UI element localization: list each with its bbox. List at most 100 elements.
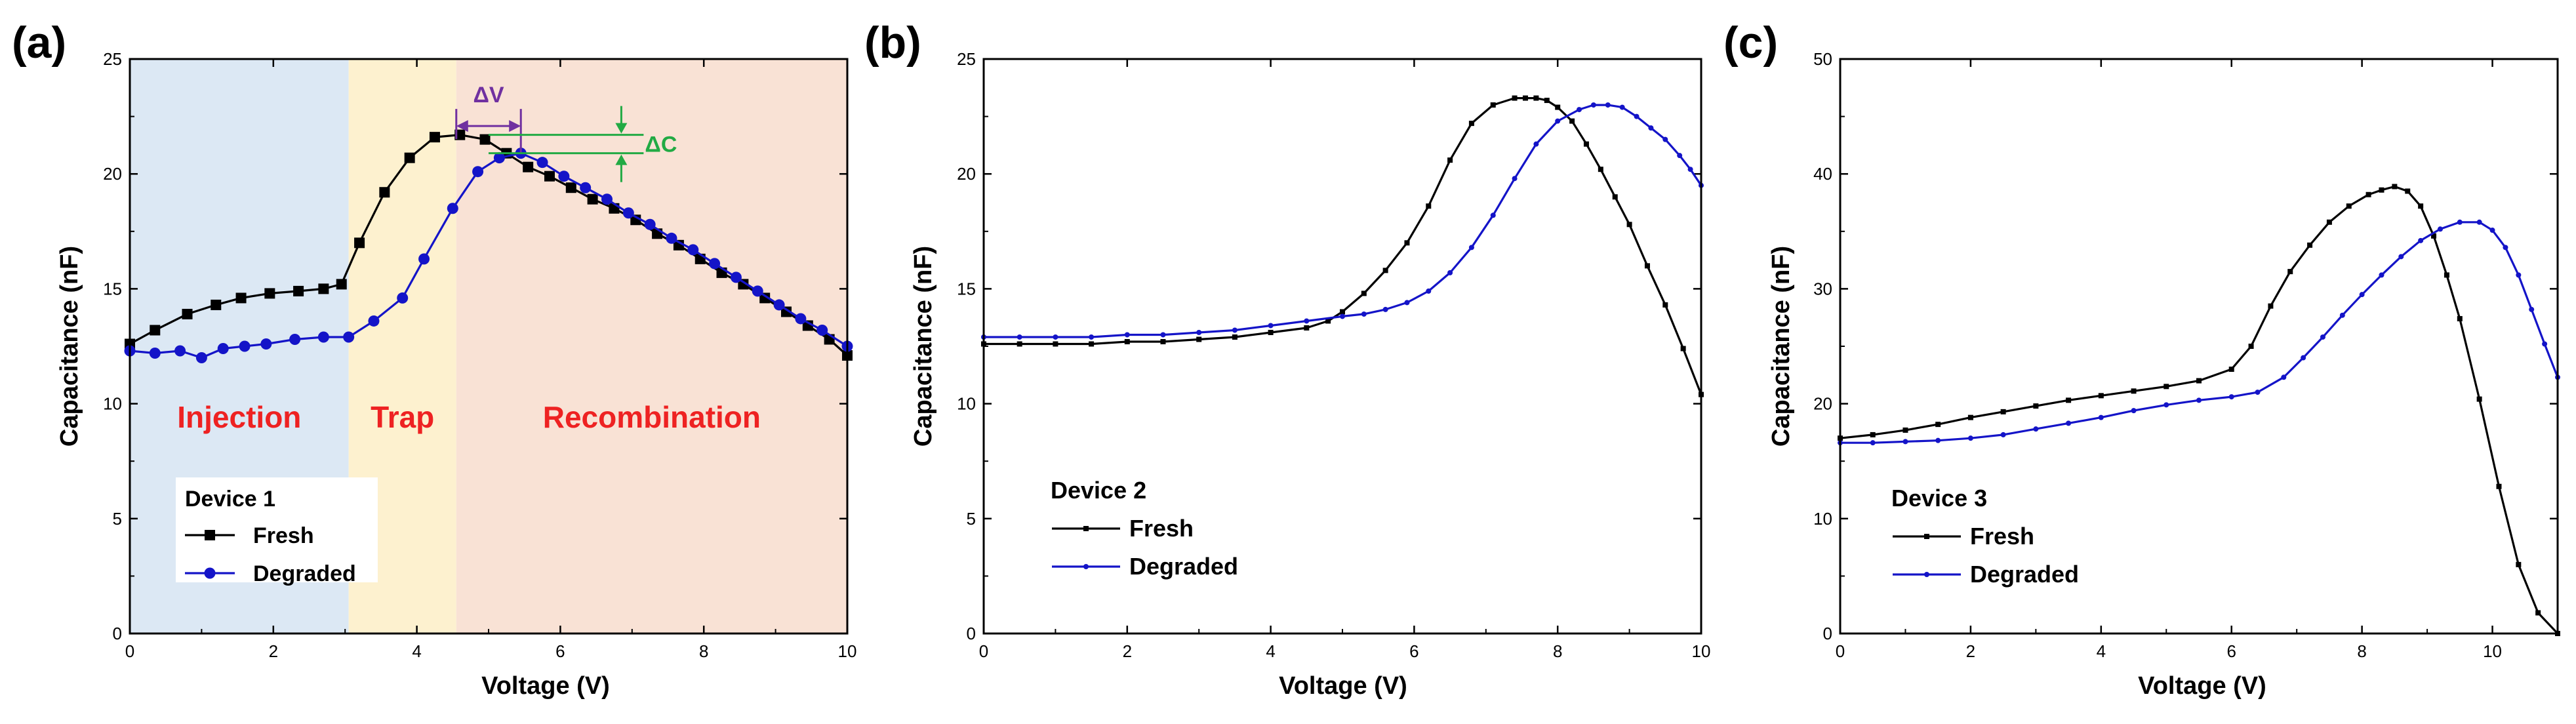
y-tick-label-c: 0 — [1823, 624, 1832, 643]
fresh-point-a — [379, 187, 390, 198]
degraded-point-b — [1361, 311, 1367, 317]
fresh-point-c — [2418, 203, 2424, 209]
degraded-point-b — [1053, 334, 1058, 340]
legend-fresh-label-a: Fresh — [253, 523, 314, 548]
legend-fresh-marker-b — [1083, 526, 1089, 531]
delta-c-annotation: ΔC — [489, 106, 677, 182]
degraded-point-c — [2255, 390, 2261, 395]
fresh-point-c — [2431, 233, 2437, 239]
x-tick-label-c: 2 — [1966, 641, 1975, 661]
fresh-point-a — [182, 308, 193, 319]
degraded-point-b — [1512, 176, 1518, 182]
degraded-point-c — [1902, 439, 1908, 445]
legend-items-c: Fresh Degraded — [1893, 523, 2079, 588]
x-tick-label-c: 8 — [2357, 641, 2366, 661]
degraded-point-a — [687, 244, 699, 256]
fresh-point-c — [2098, 393, 2104, 399]
fresh-point-c — [2535, 610, 2541, 616]
fresh-point-b — [1644, 263, 1650, 269]
y-tick-label-b: 15 — [957, 279, 976, 298]
fresh-line-b — [984, 97, 1702, 395]
x-axis-label-a: Voltage (V) — [481, 672, 610, 700]
x-tick-label-c: 10 — [2483, 641, 2502, 661]
degraded-point-b — [1468, 245, 1474, 251]
fresh-point-c — [2476, 396, 2482, 402]
fresh-point-b — [1053, 341, 1058, 347]
fresh-point-a — [738, 279, 749, 290]
degraded-point-b — [1160, 332, 1166, 338]
x-axis-label-b: Voltage (V) — [1279, 672, 1407, 700]
fresh-point-c — [2163, 384, 2169, 390]
fresh-point-c — [2307, 242, 2313, 248]
degraded-point-a — [174, 345, 186, 357]
y-tick-label-c: 20 — [1813, 394, 1832, 414]
fresh-point-b — [1268, 329, 1274, 335]
degraded-point-b — [1447, 270, 1453, 275]
fresh-point-c — [2131, 388, 2137, 394]
degraded-point-a — [289, 333, 301, 345]
fresh-point-a — [354, 237, 365, 249]
fresh-point-b — [1626, 222, 1632, 228]
x-tick-label-a: 10 — [838, 641, 857, 661]
fresh-point-c — [2000, 409, 2006, 414]
fresh-point-b — [1016, 341, 1022, 347]
fresh-point-a — [429, 132, 440, 143]
fresh-point-b — [1196, 336, 1202, 342]
legend-fresh-label-c: Fresh — [1970, 523, 2034, 550]
fresh-point-b — [1680, 346, 1686, 352]
degraded-point-c — [2457, 219, 2463, 225]
delta-v-annotation: ΔV — [455, 83, 522, 153]
legend-degraded-marker-a — [204, 567, 216, 579]
degraded-point-a — [447, 203, 458, 214]
degraded-point-c — [2437, 226, 2443, 232]
series-b — [981, 95, 1704, 397]
degraded-point-a — [709, 258, 721, 270]
degraded-point-a — [472, 166, 484, 178]
degraded-point-c — [2098, 414, 2104, 420]
x-tick-label-c: 4 — [2097, 641, 2106, 661]
degraded-point-c — [2000, 432, 2006, 437]
y-tick-label-c: 10 — [1813, 509, 1832, 529]
series-a — [124, 129, 853, 364]
degraded-point-a — [217, 343, 229, 355]
degraded-point-b — [1677, 153, 1683, 159]
fresh-point-b — [1340, 309, 1345, 315]
degraded-point-c — [2418, 237, 2424, 243]
fresh-point-a — [293, 285, 304, 296]
degraded-point-a — [795, 313, 807, 325]
fresh-point-b — [1555, 104, 1561, 110]
degraded-point-b — [1382, 306, 1388, 312]
fresh-point-c — [2365, 191, 2371, 197]
panel-b-letter: (b) — [864, 18, 921, 68]
fresh-point-c — [2326, 219, 2332, 225]
fresh-point-a — [404, 152, 415, 163]
degraded-point-a — [368, 315, 380, 327]
degraded-point-c — [2489, 228, 2495, 233]
panel-a: (a) Injection Trap Recombination 0 2 4 6 8 10… — [12, 18, 856, 700]
axis-ticks-c: 0 2 4 6 8 10 0 10 20 30 40 50 — [1813, 49, 2558, 661]
degraded-point-a — [239, 340, 251, 352]
fresh-point-b — [1232, 334, 1238, 340]
fresh-point-c — [2346, 203, 2352, 209]
degraded-point-a — [418, 253, 430, 265]
delta-v-label: ΔV — [473, 83, 504, 108]
legend-items-a: Fresh Degraded — [185, 523, 356, 586]
delta-c-arrowhead-top — [615, 123, 628, 134]
degraded-point-a — [343, 331, 355, 343]
y-tick-label-a: 25 — [103, 49, 122, 69]
x-tick-label-b: 6 — [1409, 641, 1419, 661]
degraded-point-a — [601, 193, 613, 205]
degraded-point-b — [1426, 288, 1432, 294]
y-tick-label-a: 20 — [103, 164, 122, 184]
legend-degraded-label-b: Degraded — [1129, 553, 1238, 580]
degraded-point-c — [2066, 420, 2072, 426]
x-tick-label-b: 2 — [1123, 641, 1132, 661]
fresh-point-b — [1304, 325, 1310, 331]
fresh-point-b — [1426, 203, 1432, 209]
delta-v-arrowhead-right — [509, 120, 521, 132]
fresh-point-b — [1612, 194, 1618, 200]
y-tick-label-a: 0 — [113, 624, 122, 643]
degraded-point-b — [1124, 332, 1130, 338]
degraded-point-c — [2529, 306, 2535, 312]
panel-b: (b) 0 2 4 6 8 10 0 5 10 15 20 25 Device 2 Fresh Degr… — [864, 18, 1710, 700]
